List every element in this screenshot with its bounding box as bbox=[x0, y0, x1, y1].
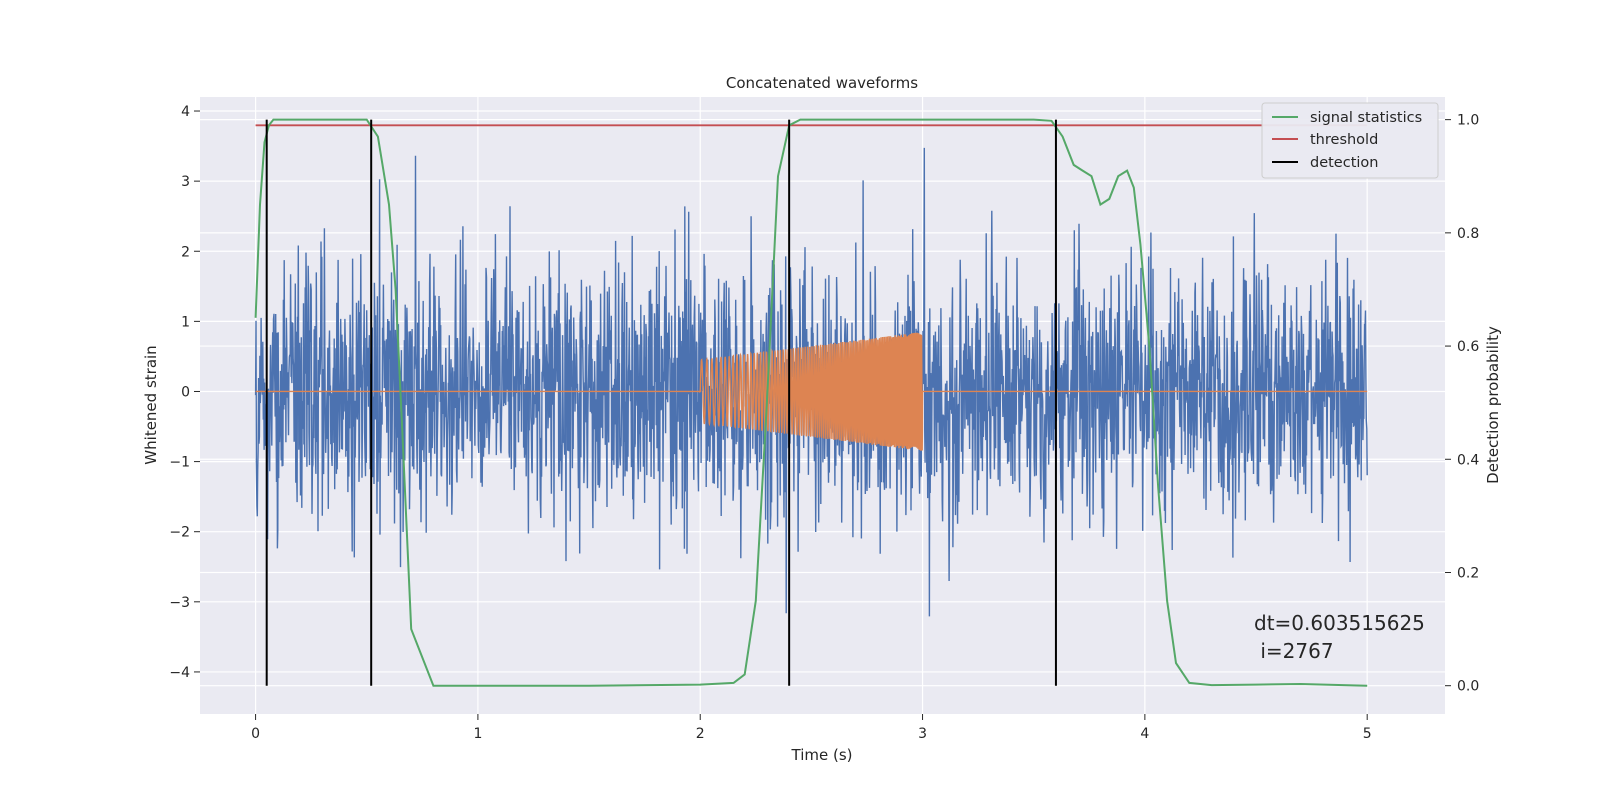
legend: signal statistics threshold detection bbox=[1261, 102, 1439, 179]
y-right-tick-label: 0.2 bbox=[1457, 565, 1479, 581]
y-right-tick-label: 0.4 bbox=[1457, 452, 1479, 468]
y-left-tick-label: −4 bbox=[169, 665, 190, 681]
y-right-tick-label: 0.8 bbox=[1457, 226, 1479, 242]
series-injected-waveform-line bbox=[255, 332, 1368, 451]
annotation-line-dt: dt=0.603515625 bbox=[1254, 611, 1425, 635]
x-axis-ticks: 0 1 2 3 4 5 bbox=[251, 714, 1372, 742]
series-layer bbox=[254, 118, 1368, 687]
y-right-tick-label: 0.0 bbox=[1457, 679, 1479, 695]
x-tick-label: 0 bbox=[251, 726, 260, 742]
chart-title: Concatenated waveforms bbox=[726, 74, 918, 92]
legend-label-threshold: threshold bbox=[1310, 132, 1378, 148]
y-left-tick-label: 2 bbox=[181, 244, 190, 260]
y-left-axis-ticks: −4 −3 −2 −1 0 1 2 3 4 bbox=[169, 104, 200, 681]
legend-label-signal-statistics: signal statistics bbox=[1310, 110, 1422, 126]
x-axis-label: Time (s) bbox=[791, 746, 853, 764]
annotation-line-i: i=2767 bbox=[1254, 639, 1334, 663]
y-left-axis-label: Whitened strain bbox=[142, 345, 160, 464]
y-left-tick-label: 3 bbox=[181, 174, 190, 190]
y-right-tick-label: 0.6 bbox=[1457, 339, 1479, 355]
y-right-tick-label: 1.0 bbox=[1457, 113, 1479, 129]
annotation: dt=0.603515625 i=2767 bbox=[1254, 611, 1425, 663]
y-left-tick-label: −2 bbox=[169, 525, 190, 541]
series-whitened-strain-line bbox=[254, 147, 1368, 617]
x-tick-label: 1 bbox=[473, 726, 482, 742]
y-right-axis-ticks: 0.0 0.2 0.4 0.6 0.8 1.0 bbox=[1445, 113, 1479, 695]
legend-box bbox=[1261, 102, 1439, 179]
y-left-tick-label: −1 bbox=[169, 455, 190, 471]
y-left-tick-label: 0 bbox=[181, 384, 190, 400]
y-left-tick-label: 4 bbox=[181, 104, 190, 120]
x-tick-label: 4 bbox=[1140, 726, 1149, 742]
y-left-tick-label: 1 bbox=[181, 314, 190, 330]
x-tick-label: 5 bbox=[1363, 726, 1372, 742]
y-right-axis-label: Detection probability bbox=[1484, 326, 1502, 484]
legend-label-detection: detection bbox=[1310, 155, 1378, 171]
y-left-tick-label: −3 bbox=[169, 595, 190, 611]
x-tick-label: 3 bbox=[918, 726, 927, 742]
x-tick-label: 2 bbox=[696, 726, 705, 742]
